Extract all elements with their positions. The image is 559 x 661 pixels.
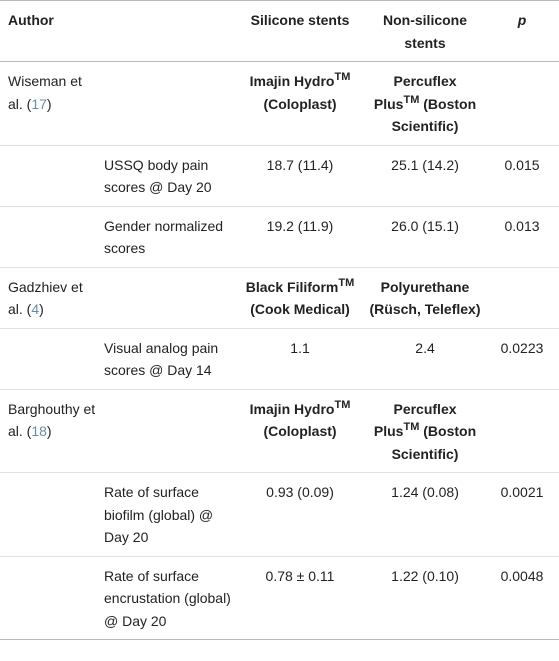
header-cell: Author xyxy=(8,12,54,28)
group-row: Wiseman et al. (17) Imajin HydroTM (Colop… xyxy=(0,62,559,146)
stent-maker: (Cook Medical) xyxy=(250,301,350,317)
stent-name: Percuflex Plus xyxy=(373,400,457,440)
author-cell: Gadzhiev et al. (4) xyxy=(0,267,100,328)
value-cell: 18.7 (11.4) xyxy=(266,156,334,173)
value-cell: 0.93 (0.09) xyxy=(266,484,334,500)
author-name: Barghouthy et al. ( xyxy=(8,400,96,440)
p-value-cell: 0.013 xyxy=(504,217,540,234)
value-cell: 1.22 (0.10) xyxy=(391,567,459,584)
value-cell: 2.4 xyxy=(415,339,435,356)
p-value-cell: 0.0223 xyxy=(500,339,544,356)
group-row: Barghouthy et al. (18) Imajin HydroTM (Co… xyxy=(0,389,559,473)
p-value-cell: 0.0048 xyxy=(500,567,544,584)
stent-cell: Percuflex PlusTM (Boston Scientific) xyxy=(365,389,485,473)
trademark: TM xyxy=(338,276,355,289)
empty-cell xyxy=(0,473,100,557)
author-name: Gadzhiev et al. ( xyxy=(8,278,83,318)
header-cell: Non-silicone stents xyxy=(383,12,468,51)
value-cell: 19.2 (11.9) xyxy=(266,217,334,234)
stent-maker: (Coloplast) xyxy=(263,423,337,439)
empty-cell xyxy=(0,328,100,389)
header-cell: p xyxy=(517,12,527,28)
author-close: ) xyxy=(39,301,44,317)
data-table: Author Silicone stents Non-silicone sten… xyxy=(0,0,559,640)
empty-cell xyxy=(0,556,100,640)
trademark: TM xyxy=(334,398,351,411)
reference: 4 xyxy=(31,301,40,317)
measure-row: Visual analog pain scores @ Day 14 1.1 2.4… xyxy=(0,328,559,389)
measure-label: USSQ body pain scores @ Day 20 xyxy=(104,156,212,196)
trademark: TM xyxy=(403,421,420,433)
empty-cell xyxy=(485,62,559,146)
stent-cell: Imajin HydroTM (Coloplast) xyxy=(235,389,365,473)
trademark: TM xyxy=(403,93,420,106)
empty-cell xyxy=(0,206,100,267)
empty-cell xyxy=(485,267,559,328)
group-row: Gadzhiev et al. (4) Black FiliformTM (Coo… xyxy=(0,267,559,328)
author-cell: Barghouthy et al. (18) xyxy=(0,389,100,473)
stent-maker: (Coloplast) xyxy=(263,95,337,112)
author-close: ) xyxy=(46,423,52,439)
measure-label: Gender normalized scores xyxy=(104,217,224,257)
stent-maker: (Rüsch, Teleflex) xyxy=(369,301,481,317)
stent-name: Percuflex Plus xyxy=(373,73,457,112)
stent-name: Imajin Hydro xyxy=(249,400,335,417)
header-cell: Silicone stents xyxy=(250,12,350,28)
value-cell: 26.0 (15.1) xyxy=(391,217,459,234)
measure-label: Rate of surface biofilm (global) @ Day 2… xyxy=(104,484,214,545)
empty-cell xyxy=(100,62,235,146)
p-value-cell: 0.0021 xyxy=(500,484,544,500)
reference: 17 xyxy=(31,95,47,112)
stent-name: Polyurethane xyxy=(380,278,470,295)
table-header: Author Silicone stents Non-silicone sten… xyxy=(0,0,559,62)
p-value-cell: 0.015 xyxy=(504,156,540,173)
measure-row: Rate of surface biofilm (global) @ Day 2… xyxy=(0,473,559,557)
author-close: ) xyxy=(46,95,52,112)
author-name: Wiseman et al. ( xyxy=(8,73,82,112)
stent-name: Black Filiform xyxy=(245,278,339,295)
table-body: Wiseman et al. (17) Imajin HydroTM (Colop… xyxy=(0,62,559,640)
empty-cell xyxy=(100,267,235,328)
value-cell: 1.24 (0.08) xyxy=(391,484,459,500)
stent-cell: Imajin HydroTM (Coloplast) xyxy=(235,62,365,146)
trademark: TM xyxy=(334,71,351,83)
value-cell: 0.78 ± 0.11 xyxy=(265,567,335,584)
value-cell: 25.1 (14.2) xyxy=(391,156,459,173)
stent-cell: Percuflex PlusTM (Boston Scientific) xyxy=(365,62,485,146)
stent-cell: Black FiliformTM (Cook Medical) xyxy=(235,267,365,328)
reference: 18 xyxy=(31,423,47,439)
stent-maker: (Boston Scientific) xyxy=(391,95,477,135)
header-row: Author Silicone stents Non-silicone sten… xyxy=(0,0,559,62)
stent-name: Imajin Hydro xyxy=(249,73,335,89)
empty-cell xyxy=(0,145,100,206)
empty-cell xyxy=(485,389,559,473)
empty-cell xyxy=(100,389,235,473)
stent-maker: (Boston Scientific) xyxy=(391,423,477,462)
value-cell: 1.1 xyxy=(290,339,310,356)
author-cell: Wiseman et al. (17) xyxy=(0,62,100,146)
measure-label: Visual analog pain scores @ Day 14 xyxy=(104,339,219,379)
measure-label: Rate of surface encrustation (global) @ … xyxy=(104,567,231,629)
stent-cell: Polyurethane (Rüsch, Teleflex) xyxy=(365,267,485,328)
measure-row: USSQ body pain scores @ Day 20 18.7 (11.4… xyxy=(0,145,559,206)
measure-row: Gender normalized scores 19.2 (11.9) 26.0 … xyxy=(0,206,559,267)
measure-row: Rate of surface encrustation (global) @ … xyxy=(0,556,559,640)
